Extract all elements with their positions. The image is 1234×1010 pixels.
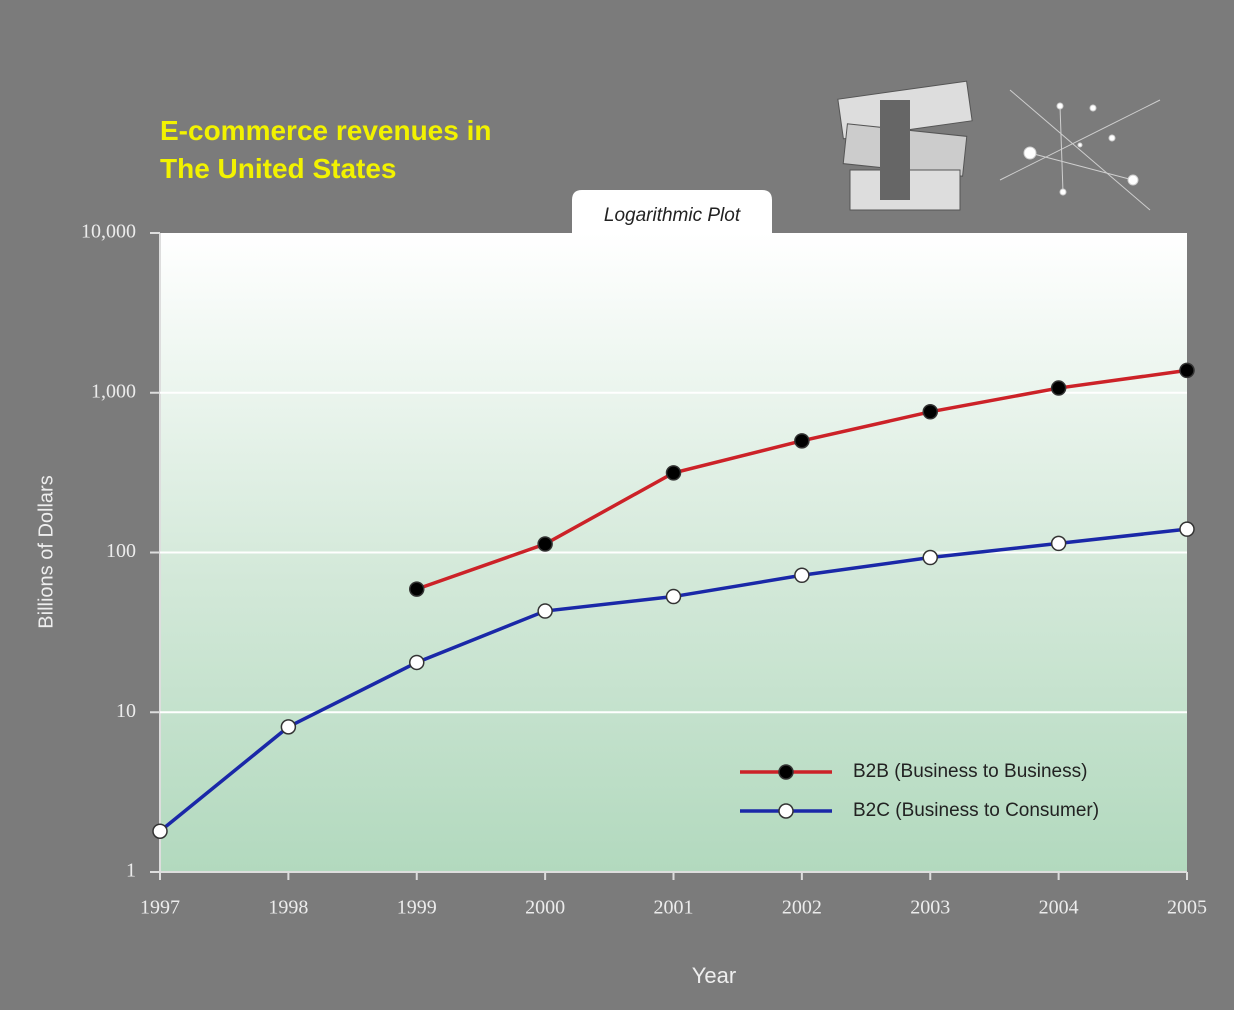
money-icon	[837, 80, 973, 211]
data-point	[665, 465, 682, 481]
x-tick-label: 2003	[910, 897, 950, 919]
x-tick-label: 1997	[140, 897, 180, 919]
y-axis-label: Billions of Dollars	[35, 475, 57, 628]
x-tick-label: 2002	[782, 897, 822, 919]
y-tick-label: 100	[106, 540, 136, 562]
data-point	[1050, 535, 1067, 552]
data-point	[409, 654, 425, 671]
x-axis-label: Year	[692, 963, 736, 988]
data-point	[922, 549, 938, 566]
legend-marker	[778, 764, 794, 780]
subtitle-tab	[572, 190, 772, 233]
x-tick-label: 1999	[397, 897, 437, 919]
data-point	[409, 581, 425, 597]
data-point	[537, 536, 553, 552]
x-tick-label: 2005	[1167, 897, 1207, 919]
x-tick-label: 2004	[1039, 897, 1079, 919]
x-tick-label: 1998	[268, 897, 308, 919]
legend-label: B2B (Business to Business)	[853, 761, 1087, 782]
data-point	[922, 404, 938, 420]
data-point	[537, 603, 553, 619]
data-point	[1179, 521, 1195, 537]
y-tick-label: 1,000	[91, 380, 136, 402]
x-tick-label: 2001	[654, 897, 694, 919]
legend-marker	[778, 803, 794, 819]
y-tick-label: 1	[126, 860, 136, 882]
chart-title: E-commerce revenues in The United States	[160, 115, 492, 184]
data-point	[794, 567, 810, 584]
y-tick-label: 10	[116, 700, 136, 722]
data-point	[794, 433, 810, 449]
data-point	[1179, 362, 1195, 379]
data-point	[152, 823, 168, 839]
subtitle: Logarithmic Plot	[604, 205, 741, 226]
data-point	[280, 719, 297, 735]
legend-label: B2C (Business to Consumer)	[853, 800, 1099, 821]
data-point	[665, 588, 682, 605]
y-tick-label: 10,000	[81, 221, 136, 243]
x-tick-label: 2000	[525, 897, 565, 919]
data-point	[1050, 380, 1067, 396]
network-icon	[999, 89, 1161, 211]
